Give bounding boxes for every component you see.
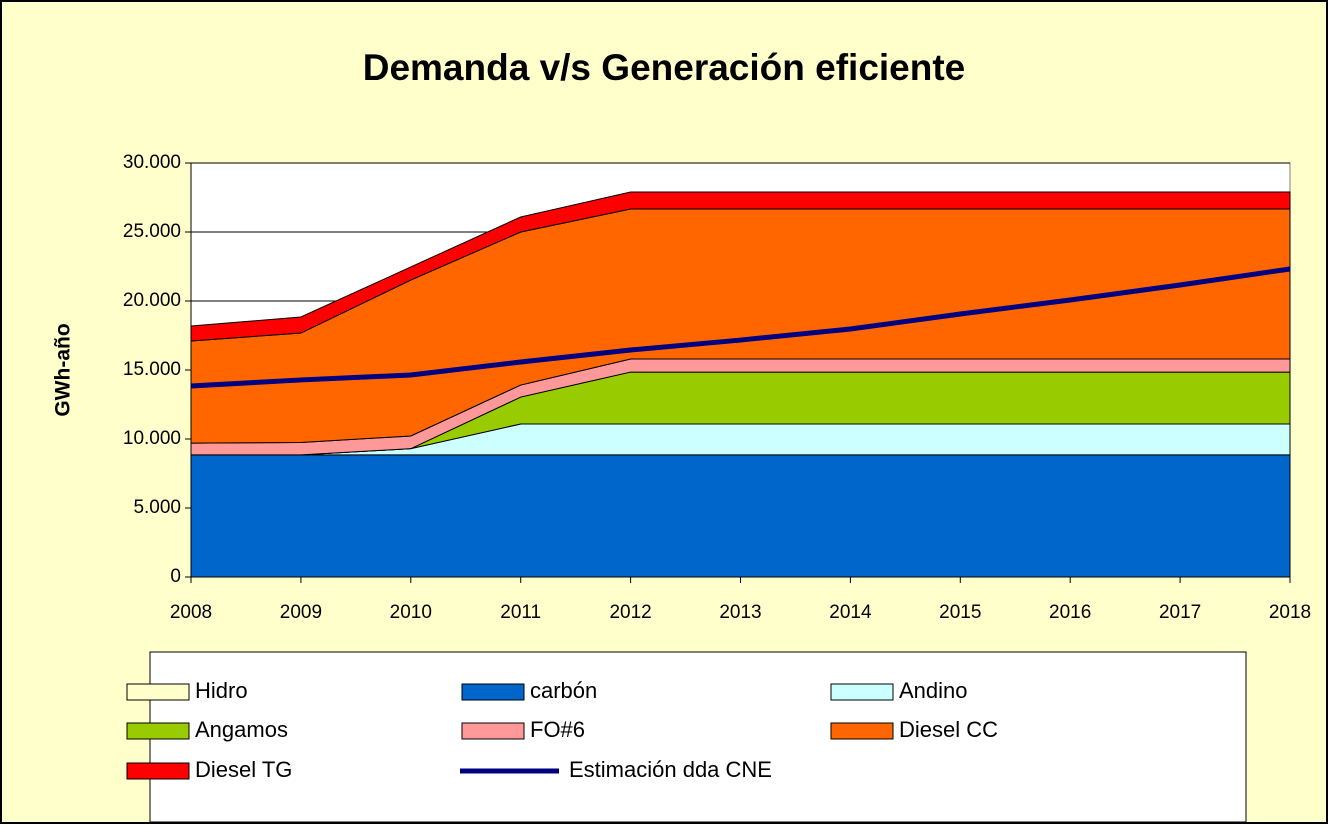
x-tick-label: 2009 [280,602,322,623]
legend-label: carbón [530,678,597,703]
x-tick-label: 2017 [1159,602,1201,623]
x-tick-label: 2015 [939,602,981,623]
x-tick-label: 2010 [390,602,432,623]
legend-swatch [461,683,525,701]
legend-swatch [461,722,525,740]
legend-label: Diesel TG [195,757,292,782]
x-tick-label: 2008 [170,602,212,623]
legend-label: Angamos [195,717,288,742]
legend-label: Andino [899,678,968,703]
legend [149,651,1247,823]
y-tick-label: 5.000 [133,497,181,518]
line [190,266,1291,389]
y-axis-label: GWh-año [52,323,75,416]
legend-swatch [126,683,190,701]
y-tick-label: 25.000 [123,221,181,242]
x-tick-label: 2016 [1049,602,1091,623]
legend-swatch [830,722,894,740]
x-tick-label: 2012 [609,602,651,623]
legend-swatch [830,683,894,701]
legend-label: Diesel CC [899,717,998,742]
x-tick-label: 2011 [500,602,541,623]
y-tick-label: 15.000 [123,359,181,380]
area [190,191,1291,342]
legend-label: Hidro [195,678,248,703]
chart-title: Demanda v/s Generación eficiente [363,47,966,88]
legend-label: FO#6 [530,717,585,742]
y-tick-label: 10.000 [123,428,181,449]
x-tick-label: 2013 [719,602,761,623]
x-tick-label: 2018 [1269,602,1311,623]
y-tick-label: 0 [170,566,181,587]
legend-swatch [126,722,190,740]
legend-swatch [126,762,190,780]
y-tick-label: 30.000 [123,152,181,173]
area [190,454,1291,578]
x-tick-label: 2014 [829,602,872,623]
legend-label: Estimación dda CNE [569,757,772,782]
y-tick-label: 20.000 [123,290,181,311]
